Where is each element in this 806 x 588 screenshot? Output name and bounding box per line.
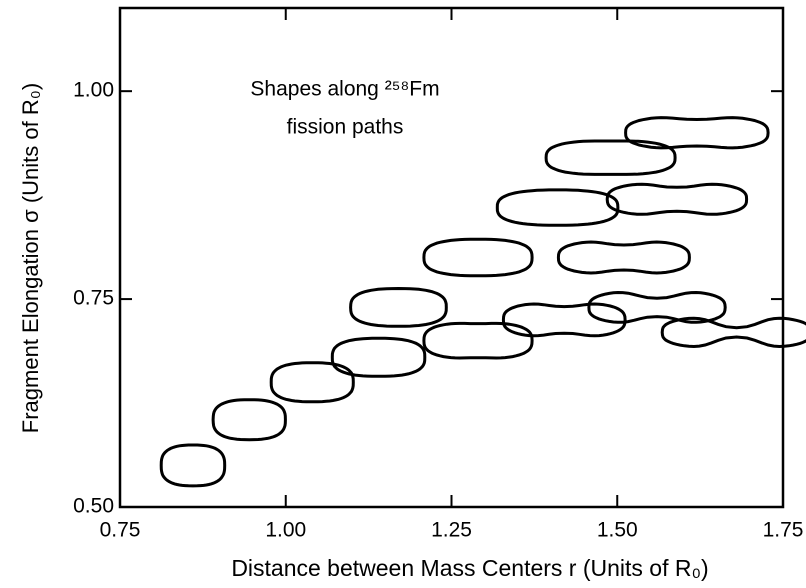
nuclear-shape [544,139,677,176]
x-tick-label: 1.00 [265,519,306,542]
nuclear-shape [556,240,691,275]
nuclear-shape [330,336,427,378]
annotation: Shapes along ²⁵⁸Fm [250,78,439,101]
x-axis-label: Distance between Mass Centers r (Units o… [231,555,708,581]
annotation: fission paths [287,116,404,139]
nuclear-shape [269,361,355,404]
nuclear-shape [605,182,749,216]
x-tick-label: 0.75 [100,519,141,542]
nuclear-shape [501,302,627,338]
nuclear-shape [159,443,227,488]
y-tick-label: 1.00 [73,79,114,102]
nuclear-shape [349,286,448,328]
x-tick-label: 1.25 [431,519,472,542]
nuclear-shape [422,321,534,360]
nuclear-shape [495,188,620,227]
x-tick-label: 1.50 [597,519,638,542]
y-axis-label: Fragment Elongation σ (Units of R₀) [18,83,43,433]
nuclear-shape [211,398,287,442]
nuclear-shape [624,116,770,150]
y-tick-label: 0.75 [73,287,114,310]
nuclear-shape [422,237,534,278]
nuclear-shape [660,316,806,349]
y-tick-label: 0.50 [73,495,114,518]
x-tick-label: 1.75 [763,519,804,542]
nuclear-shape [587,290,727,324]
